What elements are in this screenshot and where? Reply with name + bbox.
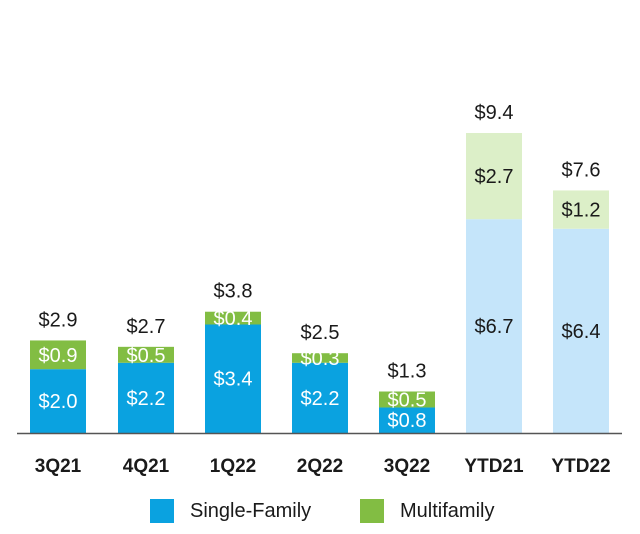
bar-multifamily	[118, 346, 174, 363]
bar-single-family	[118, 362, 174, 433]
total-label: $3.8	[214, 281, 253, 303]
bar-single-family	[553, 228, 609, 433]
bar-multifamily	[379, 391, 435, 408]
data-label-multifamily: $0.9	[39, 345, 78, 367]
data-label-single-family: $3.4	[214, 369, 253, 391]
bar-single-family	[205, 324, 261, 433]
bar-single-family	[466, 219, 522, 433]
total-label: $2.7	[127, 316, 166, 338]
legend-swatch-multifamily	[360, 499, 384, 523]
x-tick-label: YTD21	[464, 456, 524, 477]
total-label: $7.6	[562, 159, 601, 181]
data-label-single-family: $2.2	[301, 388, 340, 410]
bar-multifamily	[466, 133, 522, 220]
x-tick-label: 2Q22	[297, 456, 343, 477]
data-label-multifamily: $0.3	[301, 348, 340, 370]
data-label-multifamily: $0.5	[388, 389, 427, 411]
bar-single-family	[30, 369, 86, 433]
x-tick-label: 4Q21	[123, 456, 170, 477]
bar-multifamily	[30, 340, 86, 370]
total-label: $2.9	[39, 309, 78, 331]
data-label-single-family: $6.4	[562, 321, 601, 343]
data-label-multifamily: $0.4	[214, 308, 253, 330]
total-label: $2.5	[301, 322, 340, 344]
x-tick-label: 3Q21	[35, 456, 82, 477]
bar-single-family	[292, 362, 348, 433]
data-label-multifamily: $2.7	[475, 166, 514, 188]
data-label-single-family: $6.7	[475, 316, 514, 338]
x-tick-label: 1Q22	[210, 456, 256, 477]
data-label-single-family: $2.0	[39, 391, 78, 413]
stacked-bar-chart: $2.0 $0.9 $2.9 3Q21 $2.2 $0.5 $2.7 4Q21 $3.4 $0.4…	[17, 102, 622, 477]
data-label-multifamily: $0.5	[127, 345, 166, 367]
legend-label-single-family: Single-Family	[190, 499, 312, 522]
total-label: $9.4	[475, 102, 514, 124]
legend-item-single-family: Single-Family	[150, 494, 311, 528]
legend-item-multifamily: Multifamily	[360, 494, 494, 528]
data-label-single-family: $0.8	[388, 410, 427, 432]
legend: Single-Family Multifamily	[0, 494, 640, 528]
total-label: $1.3	[388, 361, 427, 383]
data-label-single-family: $2.2	[127, 388, 166, 410]
x-tick-label: 3Q22	[384, 456, 430, 477]
x-tick-label: YTD22	[551, 456, 610, 477]
bar-multifamily	[553, 190, 609, 229]
bar-multifamily	[205, 311, 261, 325]
bar-multifamily	[292, 353, 348, 363]
legend-label-multifamily: Multifamily	[400, 499, 495, 522]
bar-single-family	[379, 407, 435, 433]
data-label-multifamily: $1.2	[562, 200, 601, 222]
legend-swatch-single-family	[150, 499, 174, 523]
